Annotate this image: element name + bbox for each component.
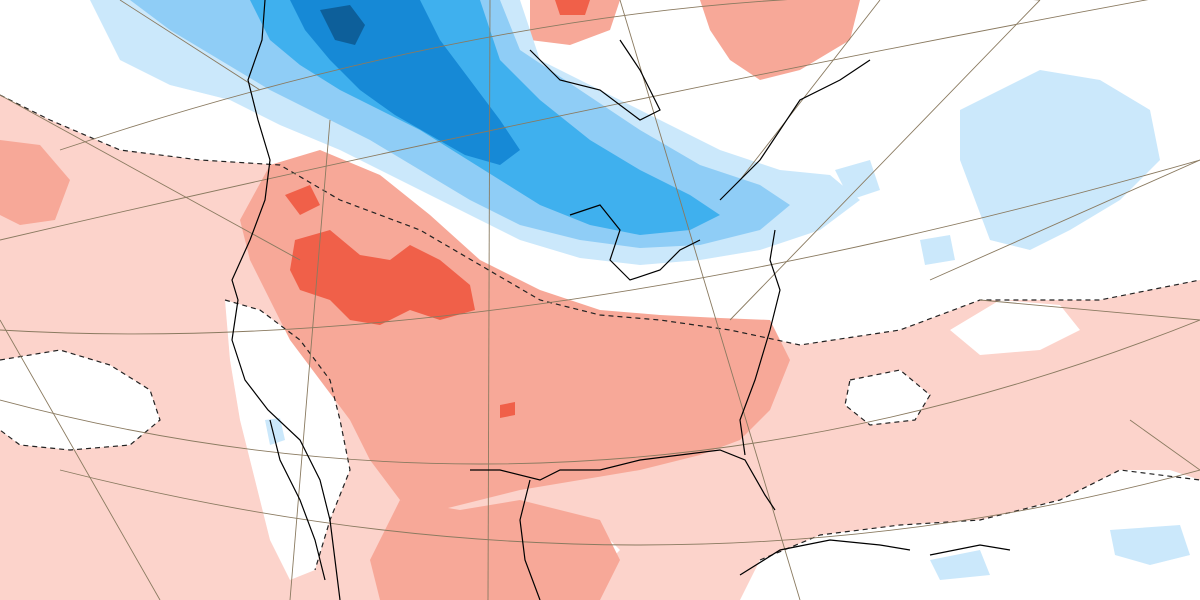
lon-line-5 bbox=[487, 0, 491, 600]
lat-line-5 bbox=[59, 469, 1200, 546]
warm-strong-north bbox=[555, 0, 590, 15]
zero-contours bbox=[0, 94, 1200, 571]
lon-line-1 bbox=[0, 94, 301, 261]
lon-line-4 bbox=[289, 119, 331, 600]
warm-medium-us bbox=[240, 150, 790, 510]
lon-line-3 bbox=[0, 319, 161, 600]
cool-regions bbox=[90, 0, 1190, 580]
lon-line-2 bbox=[119, 0, 261, 91]
neutral-caribbean bbox=[740, 470, 1200, 600]
warm-strong-spot-1 bbox=[285, 185, 320, 215]
warm-medium-mexico bbox=[370, 500, 620, 600]
cool-gulf-california bbox=[265, 418, 285, 445]
coast-great-lakes bbox=[569, 204, 701, 281]
coast-pacific-northwest bbox=[231, 0, 341, 600]
warm-strong-great-basin bbox=[290, 230, 475, 325]
lon-line-7 bbox=[739, 0, 881, 181]
cool-deepest-canada bbox=[320, 5, 365, 45]
coast-atlantic-east bbox=[739, 229, 781, 456]
lon-line-8 bbox=[729, 0, 1041, 321]
coast-cuba bbox=[739, 539, 911, 576]
lon-line-9 bbox=[929, 159, 1200, 281]
cool-caribbean-2 bbox=[930, 550, 990, 580]
contour-atlantic bbox=[844, 369, 931, 426]
lat-line-2 bbox=[0, 0, 1149, 241]
warm-regions bbox=[0, 0, 860, 600]
contour-north-band bbox=[0, 94, 1200, 346]
neutral-atlantic-2 bbox=[950, 300, 1080, 355]
cool-atlantic-3 bbox=[835, 160, 880, 200]
coast-gulf-of-mexico bbox=[470, 449, 776, 511]
coast-hispaniola bbox=[929, 544, 1011, 556]
cool-atlantic-1 bbox=[960, 70, 1160, 250]
warm-medium-labrador bbox=[700, 0, 860, 80]
coast-baja-peninsula bbox=[269, 419, 326, 581]
neutral-atlantic-1 bbox=[845, 370, 930, 425]
lon-line-6 bbox=[619, 0, 801, 600]
contour-pacific-blob bbox=[0, 349, 161, 451]
contour-baja bbox=[224, 299, 351, 571]
cool-atlantic-2 bbox=[920, 235, 955, 265]
coast-mexico-gulf-west bbox=[519, 479, 541, 600]
lon-line-10 bbox=[979, 299, 1200, 321]
lat-line-4 bbox=[0, 319, 1200, 465]
coast-quebec-labrador bbox=[719, 59, 871, 201]
neutral-pacific-blob bbox=[0, 350, 160, 450]
lat-line-1 bbox=[59, 0, 1040, 151]
warm-strong-spot-2 bbox=[500, 402, 515, 418]
cool-caribbean-1 bbox=[1110, 525, 1190, 565]
contour-caribbean bbox=[759, 469, 1200, 561]
coast-hudson-bay bbox=[529, 39, 661, 121]
lon-line-11 bbox=[1129, 419, 1200, 471]
lat-line-3 bbox=[0, 159, 1200, 335]
coastlines bbox=[231, 0, 1011, 600]
warm-medium-west-pacific bbox=[0, 140, 70, 225]
